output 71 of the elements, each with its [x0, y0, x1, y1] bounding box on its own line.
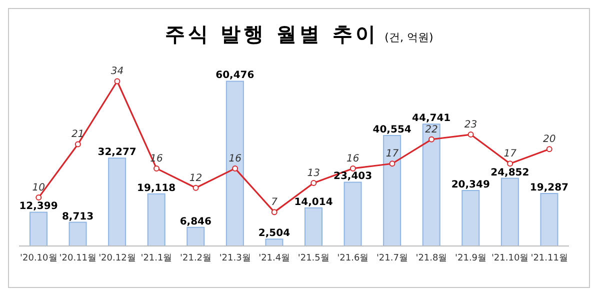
point: [310, 180, 317, 186]
x-tick-label: '21.11월: [530, 253, 568, 264]
data-label: 32,277: [98, 147, 136, 158]
x-tick-label: '20.12월: [98, 253, 136, 264]
point: [271, 209, 278, 216]
data-label: 23,403: [333, 171, 372, 182]
x-tick-label: '21.8월: [416, 253, 448, 264]
x-tick-label: '21.4월: [258, 253, 290, 264]
data-label: 22: [425, 124, 438, 136]
data-label: 12,399: [19, 201, 58, 212]
data-label: 21: [72, 129, 84, 140]
data-label: 12: [189, 172, 202, 184]
x-tick-label: '21.6월: [337, 253, 369, 264]
data-label: 19,118: [137, 182, 176, 194]
data-label: 24,852: [490, 167, 530, 178]
data-label: 40,554: [372, 124, 412, 136]
x-tick-label: '20.11월: [59, 253, 97, 264]
data-label: 10: [32, 182, 46, 194]
x-tick-label: '21.10월: [491, 253, 529, 264]
data-label: 6,846: [180, 216, 212, 228]
bar: [304, 207, 322, 246]
x-tick-label: '21.3월: [219, 253, 251, 264]
data-label: 16: [346, 153, 360, 164]
point: [74, 141, 81, 148]
data-label: 16: [228, 153, 242, 164]
bar: [462, 190, 480, 246]
bar: [147, 193, 166, 246]
point: [507, 160, 514, 167]
data-label: 23: [464, 120, 478, 131]
point: [350, 165, 356, 172]
point: [428, 136, 434, 142]
bar: [500, 178, 519, 246]
data-label: 7: [271, 197, 278, 208]
point: [468, 132, 474, 138]
point: [546, 146, 552, 152]
bar: [422, 124, 440, 246]
bar: [186, 226, 205, 246]
bar: [30, 212, 48, 246]
point: [232, 165, 238, 172]
point: [114, 78, 120, 84]
data-label: 60,476: [216, 70, 254, 82]
data-label: 19,287: [530, 182, 569, 194]
x-tick-label: '20.10월: [20, 253, 58, 264]
x-tick-label: '21.2월: [180, 253, 212, 264]
data-label: 20,349: [451, 180, 490, 191]
x-tick-label: '21.7월: [376, 253, 408, 264]
x-tick-label: '21.9월: [455, 253, 487, 264]
data-label: 2,504: [258, 228, 290, 240]
bar: [108, 158, 126, 246]
data-label: 17: [504, 148, 518, 160]
data-label: 20: [542, 134, 556, 146]
data-label: 14,014: [294, 196, 333, 208]
bar: [226, 80, 244, 246]
data-label: 44,741: [412, 113, 451, 124]
bar: [383, 135, 402, 246]
chart-title: 주식 발행 월별 추이: [164, 22, 379, 46]
bar: [68, 222, 87, 246]
bar: [344, 182, 362, 246]
bar: [540, 192, 558, 246]
point: [192, 184, 199, 191]
data-label: 34: [110, 66, 124, 78]
x-tick-label: '21.1월: [140, 253, 172, 264]
data-label: 17: [386, 148, 400, 160]
x-tick-label: '21.5월: [298, 253, 330, 264]
bar: [265, 238, 284, 246]
point: [36, 194, 42, 201]
data-label: 8,713: [62, 211, 94, 222]
data-label: 13: [307, 168, 320, 180]
point: [154, 165, 160, 172]
chart-subtitle: (건, 억원): [384, 31, 434, 44]
point: [389, 160, 396, 167]
